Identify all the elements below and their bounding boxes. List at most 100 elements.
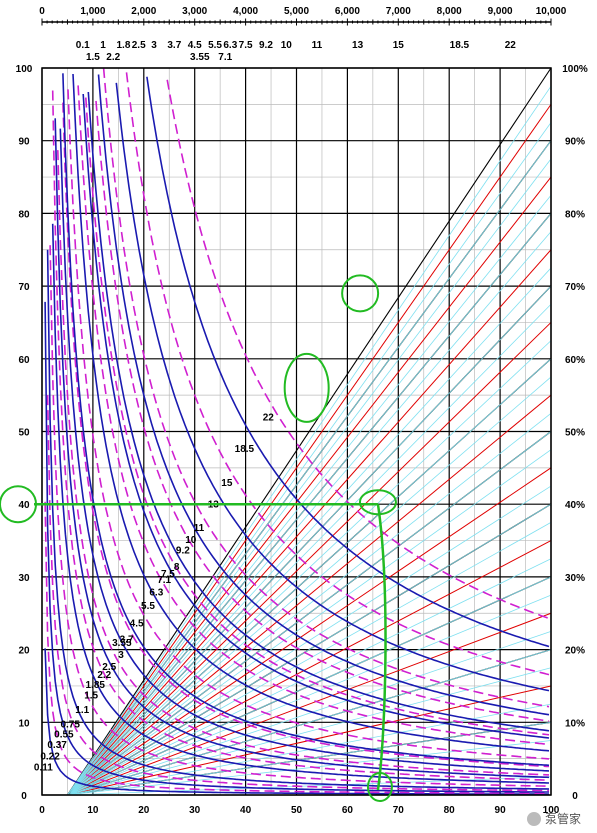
efficiency-ray-cyan: [67, 503, 552, 796]
power-curve-dashed: [51, 90, 549, 781]
plot-frame: [41, 67, 552, 796]
top-tick-label: 6,000: [335, 6, 360, 17]
right-tick-label: 20%: [565, 646, 585, 657]
efficiency-ray-red: [67, 176, 552, 796]
power-curve-label: 15: [221, 478, 233, 489]
efficiency-ray-cyan: [67, 267, 552, 796]
top-curve-label: 7.5: [239, 40, 253, 51]
power-curve-solid: [44, 301, 549, 793]
top-curve-label: 22: [505, 40, 517, 51]
efficiency-ray-black: [66, 67, 552, 796]
top-tick-label: 7,000: [386, 6, 411, 17]
power-curve-label: 9.2: [176, 546, 190, 557]
efficiency-ray-cyan: [67, 194, 552, 796]
y-tick-label: 60: [18, 355, 30, 366]
top-curve-label: 11: [312, 40, 323, 51]
top-tick-label: 5,000: [284, 6, 309, 17]
top-curve-label: 9.2: [259, 40, 273, 51]
power-curve-dashed: [49, 245, 550, 787]
power-curve-dashed: [102, 67, 550, 708]
efficiency-ray-cyan: [67, 85, 552, 796]
efficiency-ray-cyan: [67, 431, 552, 796]
power-curve-label: 18.5: [235, 444, 255, 455]
power-curve-dashed: [125, 72, 550, 676]
efficiency-ray-cyan: [67, 340, 552, 796]
right-tick-label: 0: [572, 791, 578, 802]
y-tick-label: 10: [18, 718, 30, 729]
top-curve-label: 6.3: [223, 40, 237, 51]
power-curve-label: 5.5: [141, 601, 155, 612]
top-tick-label: 2,000: [131, 6, 156, 17]
x-tick-label: 70: [393, 805, 405, 816]
efficiency-ray-cyan: [67, 140, 552, 796]
power-curve-label: 0.22: [40, 751, 60, 762]
power-curve-label: 4.5: [130, 619, 144, 630]
top-curve-label: 13: [352, 40, 364, 51]
top-curve-label: 4.5: [188, 40, 202, 51]
top-curve-label: 1.5: [86, 52, 100, 63]
power-curve-label: 3.7: [120, 635, 134, 646]
x-tick-label: 0: [39, 805, 45, 816]
right-tick-label: 80%: [565, 209, 585, 220]
power-curve-dashed: [77, 85, 550, 746]
efficiency-ray-red: [67, 612, 552, 796]
power-curve-label: 0.37: [47, 740, 67, 751]
efficiency-ray-cyan: [67, 158, 552, 796]
x-tick-label: 10: [87, 805, 99, 816]
efficiency-ray-red: [67, 467, 552, 796]
y-tick-label: 80: [18, 209, 30, 220]
power-curve-label: 8: [174, 562, 180, 573]
efficiency-ray-red: [67, 540, 552, 796]
top-curve-label: 1.8: [116, 40, 130, 51]
right-tick-label: 100%: [562, 64, 588, 75]
power-curve-dashed: [166, 79, 550, 620]
efficiency-ray-red: [67, 322, 552, 796]
top-tick-label: 10,000: [536, 6, 567, 17]
efficiency-ray-cyan: [67, 376, 552, 796]
power-curve-label: 1.85: [86, 680, 106, 691]
power-curve-label: 22: [263, 413, 275, 424]
power-curve-dashed: [85, 97, 550, 736]
highlight-circle-y: [0, 485, 37, 524]
efficiency-ray-red: [67, 394, 552, 796]
x-tick-label: 50: [291, 805, 303, 816]
power-curve-label: 0.11: [34, 762, 53, 773]
efficiency-ray-cyan: [67, 303, 552, 796]
power-curve-label: 0.75: [60, 719, 80, 730]
right-tick-label: 10%: [565, 718, 585, 729]
efficiency-ray-red: [67, 249, 552, 796]
top-tick-label: 9,000: [488, 6, 513, 17]
power-curve-dashed: [67, 89, 550, 760]
power-curve-solid: [46, 249, 550, 790]
power-curve-solid: [51, 223, 550, 784]
power-curve-solid: [44, 648, 549, 795]
efficiency-ray-cyan: [67, 558, 552, 796]
right-tick-label: 50%: [565, 428, 585, 439]
x-tick-label: 30: [189, 805, 201, 816]
power-curve-dashed: [46, 395, 549, 792]
power-curve-label: 7.5: [161, 569, 175, 580]
power-curve-solid: [82, 93, 550, 739]
top-curve-label: 18.5: [450, 40, 470, 51]
highlight-circle-x: [366, 772, 393, 802]
y-tick-label: 40: [18, 500, 30, 511]
highlight-vertical: [376, 504, 387, 791]
highlight-circle-point: [358, 489, 397, 516]
x-tick-label: 40: [240, 805, 252, 816]
highlight-circle-11: [341, 274, 380, 313]
power-curve-label: 2.5: [102, 662, 116, 673]
x-tick-label: 80: [444, 805, 456, 816]
highlight-circle-7: [283, 352, 330, 423]
top-curve-label: 1: [100, 40, 106, 51]
watermark: 泵管家: [526, 810, 581, 827]
power-curve-label: 1.5: [84, 691, 98, 702]
y-tick-label: 70: [18, 282, 30, 293]
y-tick-label: 90: [18, 137, 30, 148]
power-curve-dashed: [95, 100, 550, 722]
top-curve-label: 2.5: [132, 40, 146, 51]
efficiency-ray-cyan: [67, 576, 552, 796]
y-tick-label: 30: [18, 573, 30, 584]
top-curve-label: 7.1: [218, 52, 232, 63]
efficiency-ray-cyan: [67, 649, 552, 796]
